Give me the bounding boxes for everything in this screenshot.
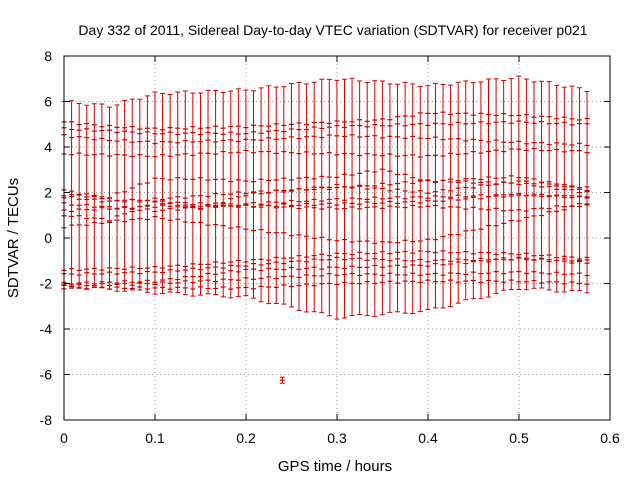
error-bars [61, 75, 590, 320]
y-tick-label: -6 [40, 367, 53, 383]
x-tick-label: 0.6 [600, 430, 620, 446]
x-tick-label: 0.1 [145, 430, 165, 446]
y-tick-label: 0 [44, 230, 52, 246]
x-tick-labels: 0 0.1 0.2 0.3 0.4 0.5 0.6 [60, 430, 620, 446]
y-tick-label: 8 [44, 48, 52, 64]
x-axis-title: GPS time / hours [278, 458, 392, 475]
y-tick-label: -4 [40, 321, 53, 337]
x-tick-label: 0.5 [509, 430, 529, 446]
chart-title: Day 332 of 2011, Sidereal Day-to-day VTE… [78, 22, 587, 38]
y-tick-label: 4 [44, 139, 52, 155]
x-tick-label: 0.3 [327, 430, 347, 446]
y-tick-label: -2 [40, 276, 53, 292]
y-tick-label: -8 [40, 412, 53, 428]
x-tick-label: 0.4 [418, 430, 438, 446]
axis-ticks [63, 55, 611, 421]
y-tick-label: 2 [44, 185, 52, 201]
x-tick-label: 0.2 [236, 430, 256, 446]
data-points [61, 111, 590, 384]
y-tick-labels: -8 -6 -4 -2 0 2 4 6 8 [40, 48, 53, 428]
x-tick-label: 0 [60, 430, 68, 446]
y-tick-label: 6 [44, 94, 52, 110]
y-axis-title: SDTVAR / TECUs [5, 178, 22, 298]
